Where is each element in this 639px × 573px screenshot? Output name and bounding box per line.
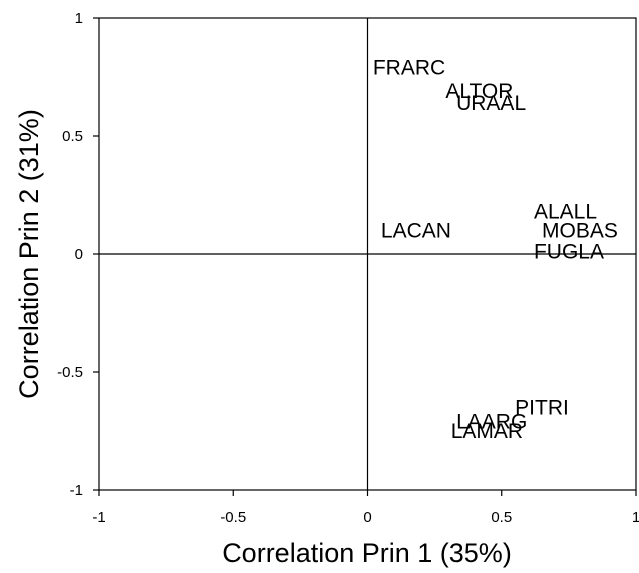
point-label-fugla: FUGLA [534, 241, 604, 264]
point-label-lacan: LACAN [381, 219, 451, 242]
point-label-pitri: PITRI [515, 396, 569, 419]
x-axis-label: Correlation Prin 1 (35%) [222, 538, 512, 568]
point-label-lamar: LAMAR [451, 420, 523, 443]
y-tick-label: -0.5 [57, 364, 83, 381]
x-tick-label: -0.5 [220, 509, 246, 526]
point-label-laarg: LAARG [456, 411, 527, 434]
point-label-altor: ALTOR [445, 80, 513, 103]
x-tick-label: -1 [92, 509, 105, 526]
x-tick-label: 1 [632, 509, 639, 526]
y-tick-label: 0.5 [62, 128, 83, 145]
point-label-mobas: MOBAS [542, 219, 618, 242]
point-label-uraal: URAAL [456, 92, 526, 115]
y-axis-label: Correlation Prin 2 (31%) [14, 109, 44, 399]
y-tick-label: -1 [70, 482, 83, 499]
y-tick-label: 0 [75, 246, 83, 263]
x-tick-label: 0.5 [491, 509, 512, 526]
x-tick-label: 0 [363, 509, 371, 526]
point-label-alall: ALALL [534, 201, 597, 224]
y-tick-label: 1 [75, 10, 83, 27]
point-label-frarc: FRARC [373, 57, 445, 80]
